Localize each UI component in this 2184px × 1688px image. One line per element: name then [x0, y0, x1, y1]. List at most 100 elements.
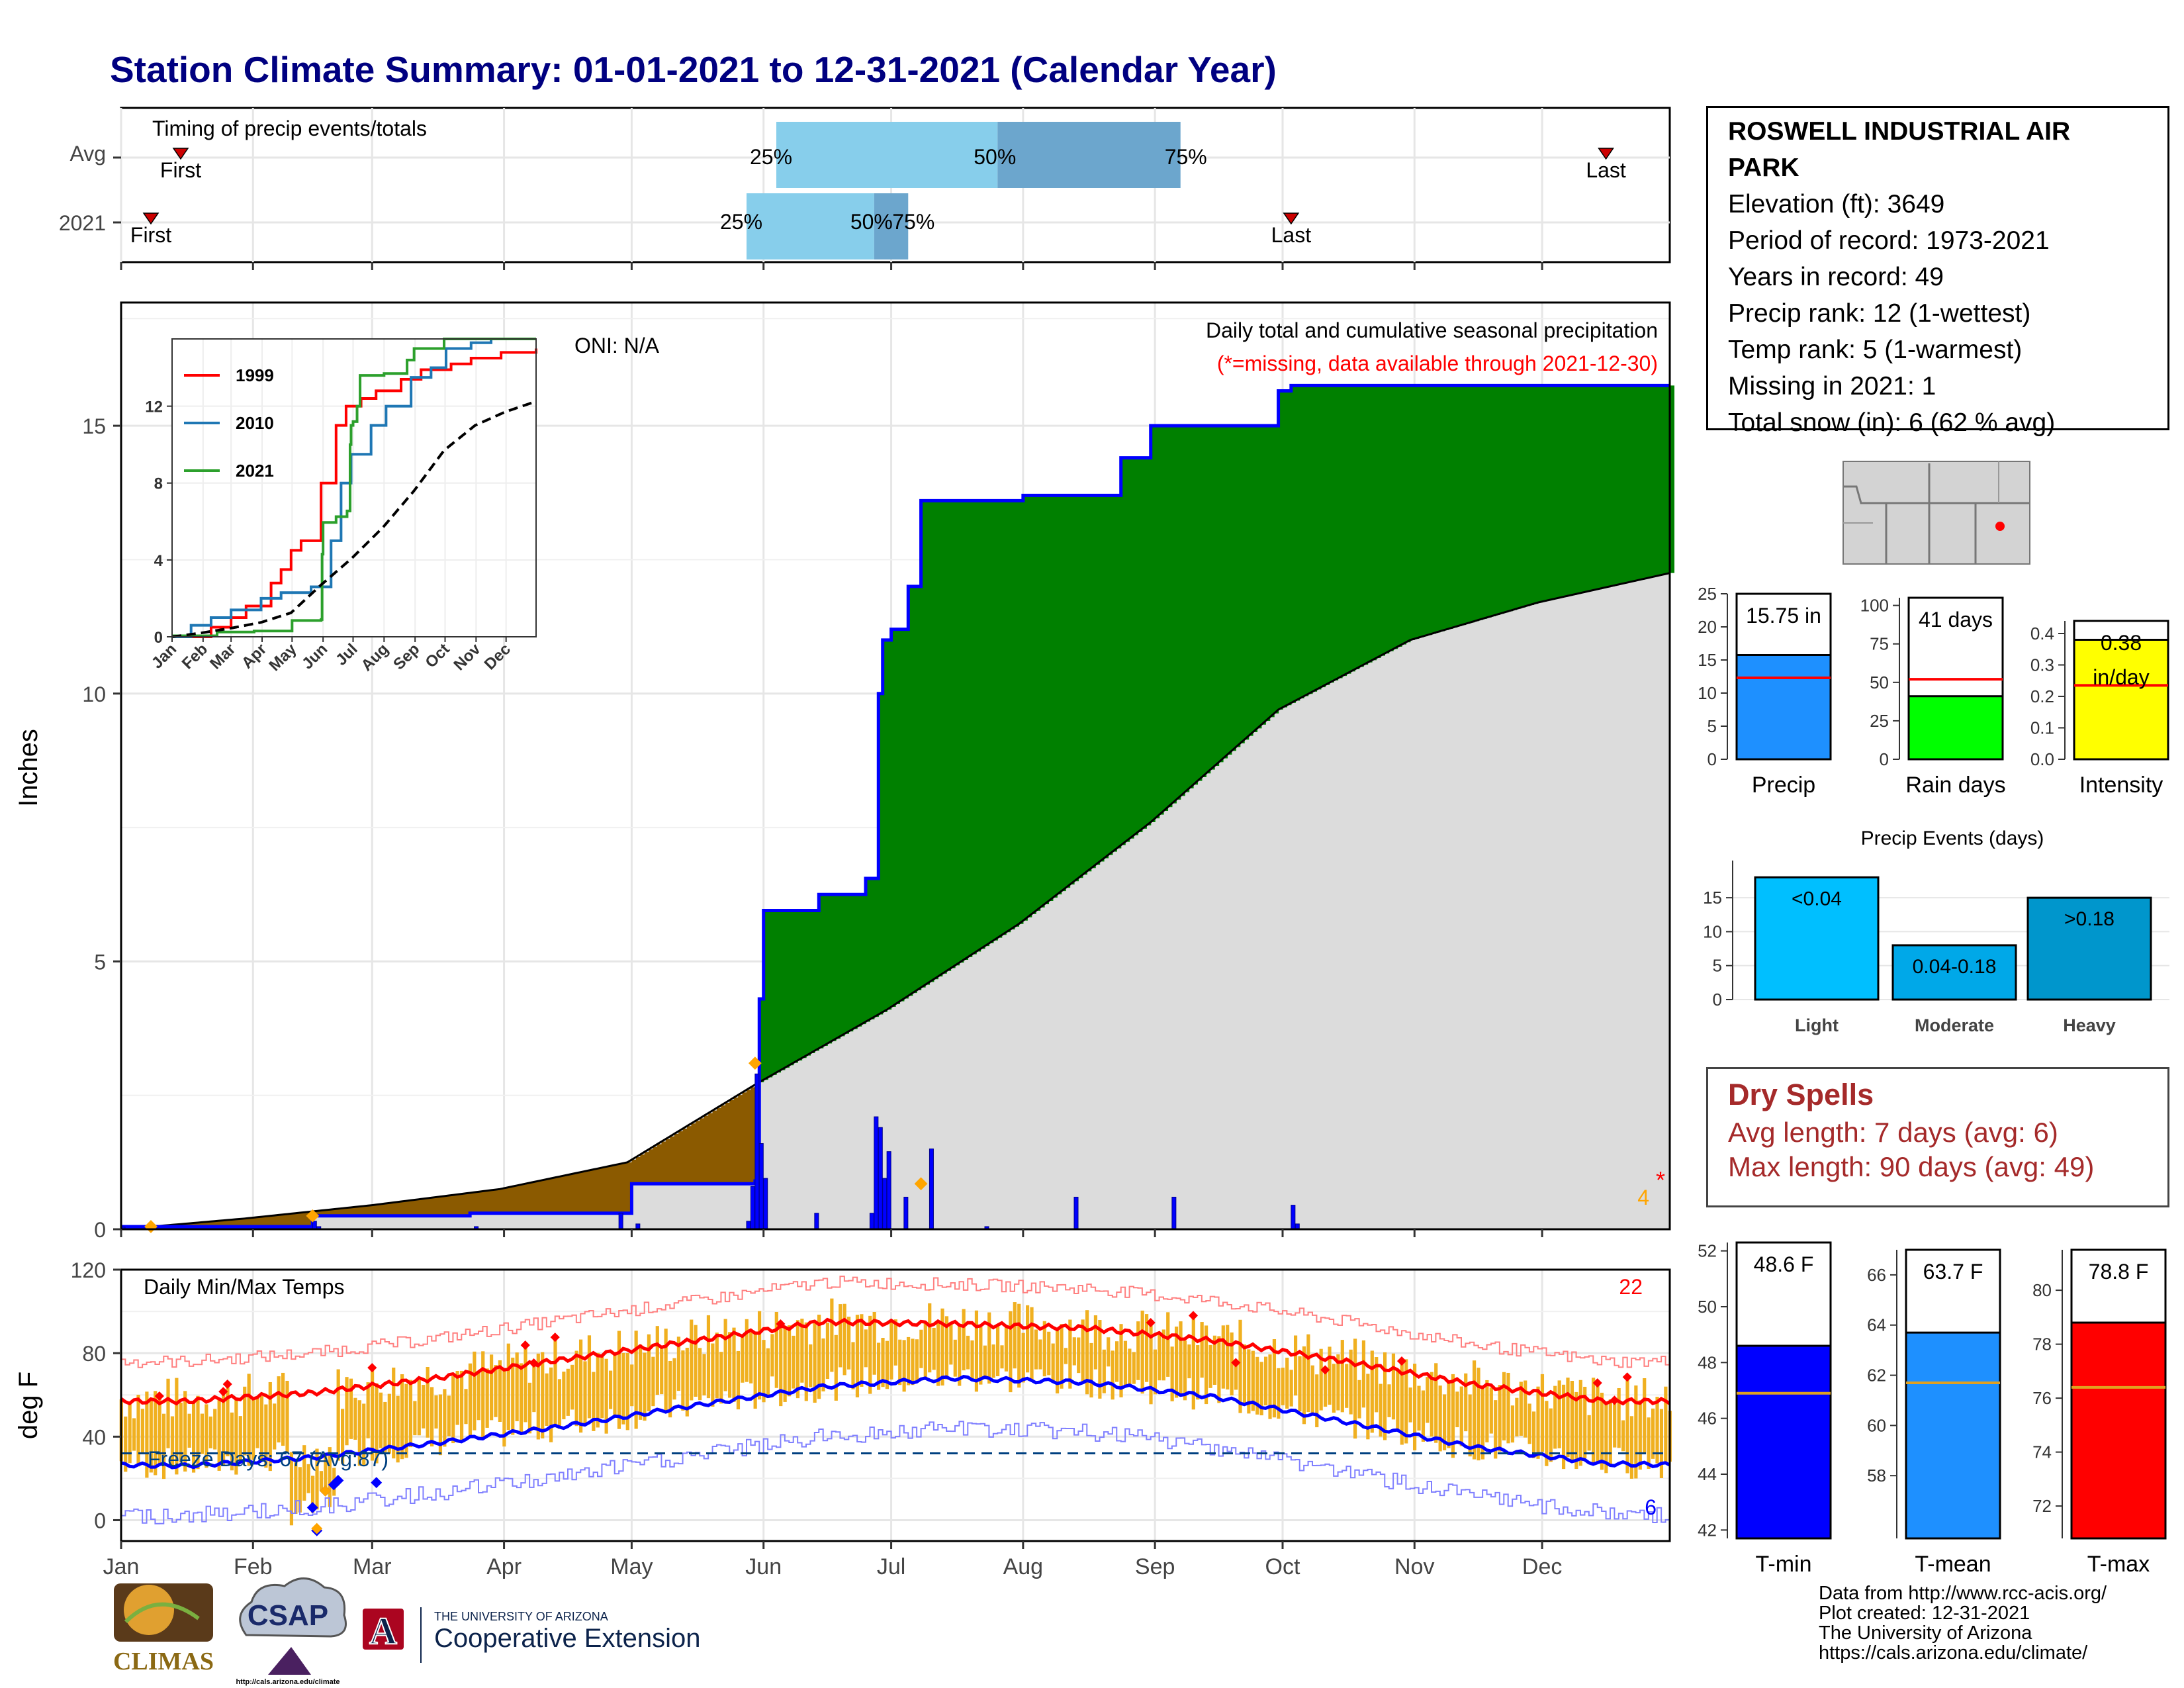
average-cumulative-area	[121, 573, 1670, 1229]
value-bar	[2073, 639, 2169, 761]
temp-daily-bar	[175, 1378, 179, 1475]
temp-daily-bar	[426, 1366, 430, 1438]
temp-daily-bar	[273, 1403, 277, 1450]
temp-daily-bar	[813, 1323, 817, 1403]
temp-daily-bar	[851, 1342, 855, 1389]
axis-tick-label: 76	[2032, 1388, 2052, 1408]
axis-tick-label: 46	[1698, 1409, 1717, 1429]
temp-daily-bar	[1315, 1374, 1319, 1428]
value-bar	[1905, 1331, 2001, 1540]
daily-precip-bar	[903, 1196, 909, 1230]
station-info-line: Elevation (ft): 3649	[1728, 190, 1945, 218]
temp-daily-bar	[277, 1376, 281, 1443]
temp-daily-bar	[974, 1310, 979, 1392]
temp-daily-bar	[511, 1357, 515, 1435]
temp-daily-bar	[1545, 1401, 1549, 1466]
temp-y-tick-label: 80	[82, 1342, 106, 1366]
temp-daily-bar	[643, 1352, 647, 1421]
record-high-marker	[550, 1333, 560, 1342]
temp-daily-bar	[1060, 1324, 1064, 1389]
precip-y-tick-label: 5	[94, 950, 106, 974]
temp-daily-bar	[353, 1397, 357, 1440]
temp-daily-bar	[1072, 1337, 1076, 1366]
temp-daily-bar	[570, 1364, 574, 1410]
temp-daily-bar	[161, 1413, 166, 1479]
temp-daily-bar	[1191, 1315, 1195, 1410]
month-tick-label: Nov	[1394, 1554, 1434, 1579]
footer-line: The University of Arizona	[1819, 1622, 2032, 1644]
timing-panel-label: Timing of precip events/totals	[152, 117, 427, 140]
temp-daily-bar	[1242, 1344, 1247, 1403]
temp-daily-bar	[596, 1352, 600, 1428]
temp-daily-bar	[1149, 1323, 1153, 1405]
temp-daily-bar	[936, 1323, 940, 1386]
daily-precip-bar	[763, 1178, 768, 1230]
temp-daily-bar	[660, 1348, 664, 1395]
axis-tick-label: 75	[1870, 634, 1889, 654]
temp-daily-bar	[1587, 1415, 1591, 1451]
footer-line: https://cals.arizona.edu/climate/	[1819, 1642, 2088, 1664]
axis-tick-label: 15	[1703, 888, 1722, 908]
event-bar-label: >0.18	[2064, 908, 2115, 930]
temp-daily-bar	[541, 1352, 545, 1438]
temp-daily-bar	[676, 1336, 681, 1391]
temp-daily-bar	[876, 1342, 881, 1390]
snow-marker	[748, 1056, 762, 1070]
temp-daily-bar	[1230, 1332, 1234, 1395]
temp-daily-bar	[979, 1327, 983, 1385]
temp-daily-bar	[621, 1352, 625, 1425]
event-bar-label: <0.04	[1792, 888, 1842, 910]
temp-daily-bar	[515, 1352, 519, 1422]
record-high-marker	[1188, 1311, 1199, 1321]
temp-daily-bar	[1600, 1392, 1604, 1470]
temp-daily-bar	[1485, 1380, 1489, 1442]
timing-25-label: 25%	[720, 210, 762, 234]
temp-daily-bar	[1604, 1401, 1608, 1474]
temp-daily-bar	[949, 1323, 953, 1365]
temp-daily-bar	[1306, 1334, 1310, 1413]
temp-daily-bar	[1089, 1342, 1093, 1398]
temp-daily-bar	[1357, 1380, 1361, 1419]
record-max-line	[121, 1276, 1670, 1368]
temp-daily-bar	[1340, 1340, 1344, 1413]
axis-tick-label: 0.4	[2030, 624, 2054, 643]
daily-precip-bar	[1291, 1205, 1296, 1230]
temp-daily-bar	[1527, 1403, 1531, 1444]
temp-daily-bar	[1310, 1365, 1314, 1415]
station-info-line: Period of record: 1973-2021	[1728, 226, 2050, 255]
temp-daily-bar	[1000, 1345, 1004, 1369]
temp-daily-bar	[243, 1386, 247, 1456]
axis-tick-label: 0.3	[2030, 655, 2054, 675]
temp-daily-bar	[1643, 1378, 1647, 1454]
temp-daily-bar	[208, 1416, 212, 1448]
temp-daily-bar	[315, 1448, 319, 1510]
temp-daily-bar	[349, 1378, 353, 1439]
map-frame	[1843, 461, 2030, 565]
temp-daily-bar	[477, 1371, 480, 1421]
axis-tick-label: 20	[1698, 617, 1717, 637]
temp-daily-bar	[562, 1372, 566, 1420]
temp-daily-bar	[1302, 1346, 1306, 1425]
temp-daily-bar	[1570, 1381, 1574, 1461]
temp-daily-bar	[370, 1368, 375, 1461]
category-label: T-max	[2087, 1552, 2150, 1577]
dry-spells-title: Dry Spells	[1728, 1078, 1874, 1111]
precip-y-axis-label: Inches	[14, 729, 43, 807]
temp-daily-bar	[868, 1315, 872, 1394]
temp-daily-bar	[1034, 1329, 1038, 1370]
temp-chart-title: Daily Min/Max Temps	[144, 1275, 344, 1299]
axis-tick-label: 25	[1870, 711, 1889, 731]
temp-daily-bar	[498, 1360, 502, 1423]
temp-daily-bar	[1111, 1350, 1115, 1400]
temp-daily-bar	[154, 1391, 158, 1476]
temp-daily-bar	[557, 1379, 562, 1429]
station-info-line: Precip rank: 12 (1-wettest)	[1728, 299, 2031, 328]
temp-daily-bar	[1434, 1363, 1438, 1443]
temp-daily-bar	[1472, 1360, 1477, 1460]
axis-tick-label: 10	[1698, 683, 1717, 703]
axis-tick-label: 78	[2032, 1335, 2052, 1354]
temp-daily-bar	[604, 1358, 608, 1434]
temp-daily-bar	[183, 1391, 187, 1472]
temp-daily-bar	[383, 1401, 387, 1452]
